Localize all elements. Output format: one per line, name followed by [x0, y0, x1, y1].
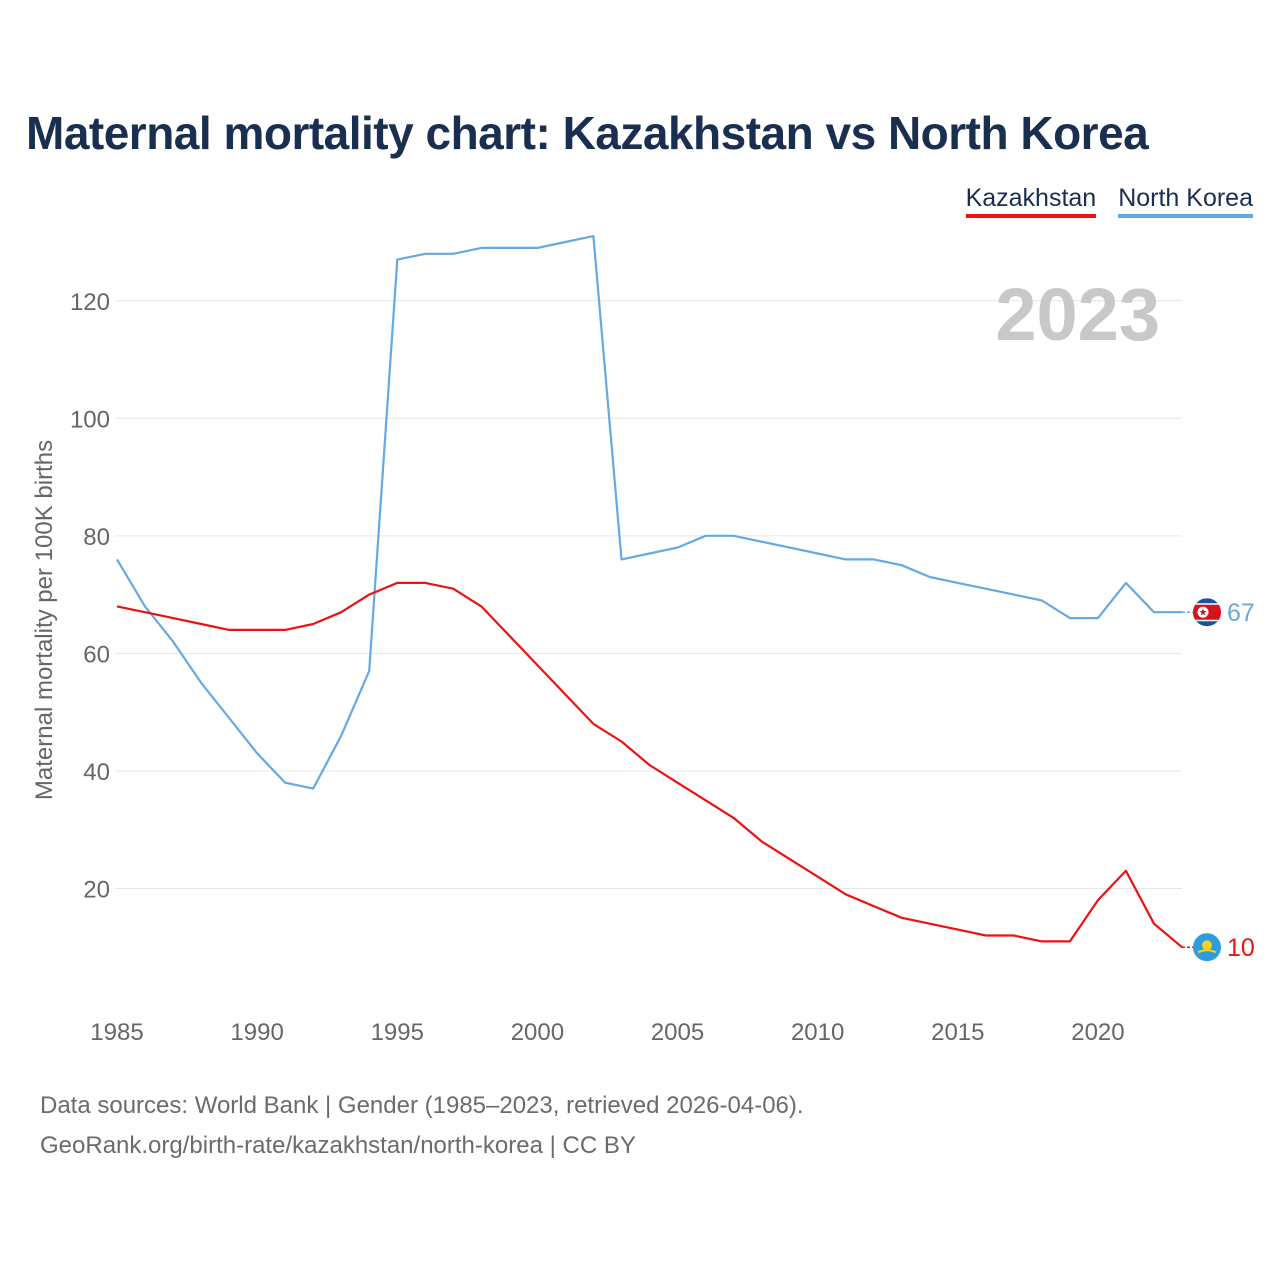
svg-text:★: ★ [1199, 608, 1208, 619]
kazakhstan-flag-icon [1193, 933, 1221, 962]
x-tick-label: 1995 [371, 1019, 424, 1046]
x-tick-label: 2000 [511, 1019, 564, 1046]
end-marker-north-korea: ★ 67 [1182, 598, 1255, 627]
footer-source: Data sources: World Bank | Gender (1985–… [40, 1092, 804, 1119]
legend: Kazakhstan North Korea [965, 184, 1253, 218]
legend-item-kazakhstan[interactable]: Kazakhstan [965, 184, 1097, 218]
series-line-north-korea[interactable] [116, 235, 1182, 790]
end-value-label-kazakhstan: 10 [1227, 934, 1255, 962]
series-lines [116, 235, 1183, 949]
y-tick-label: 100 [70, 406, 110, 433]
y-tick-label: 60 [83, 641, 110, 668]
footer: Data sources: World Bank | Gender (1985–… [40, 1086, 804, 1166]
y-axis-label: Maternal mortality per 100K births [31, 440, 58, 800]
y-tick-label: 80 [83, 524, 110, 551]
x-tick-label: 1990 [230, 1019, 283, 1046]
line-chart: 20 40 60 80 100 120 1985 1990 1995 2000 2005 2010 2… [31, 235, 1255, 1046]
series-line-kazakhstan[interactable] [116, 581, 1183, 949]
y-tick-label: 20 [83, 876, 110, 903]
x-tick-label: 2010 [791, 1019, 844, 1046]
x-axis-ticks: 1985 1990 1995 2000 2005 2010 2015 2020 [90, 1019, 1124, 1046]
chart-title: Maternal mortality chart: Kazakhstan vs … [26, 107, 1149, 159]
y-tick-label: 120 [70, 289, 110, 316]
x-tick-label: 2020 [1071, 1019, 1124, 1046]
end-value-label-north-korea: 67 [1227, 599, 1255, 627]
end-marker-kazakhstan: 10 [1182, 933, 1255, 962]
y-axis-ticks: 20 40 60 80 100 120 [70, 289, 110, 904]
grid-lines [115, 300, 1182, 889]
x-tick-label: 2005 [651, 1019, 704, 1046]
footer-link[interactable]: GeoRank.org/birth-rate/kazakhstan/north-… [40, 1132, 636, 1159]
x-tick-label: 1985 [90, 1019, 143, 1046]
legend-item-north-korea[interactable]: North Korea [1118, 184, 1253, 218]
end-markers: 10 ★ 67 [1182, 598, 1255, 962]
x-tick-label: 2015 [931, 1019, 984, 1046]
north-korea-flag-icon: ★ [1193, 598, 1221, 627]
y-tick-label: 40 [83, 759, 110, 786]
year-watermark: 2023 [995, 273, 1160, 356]
